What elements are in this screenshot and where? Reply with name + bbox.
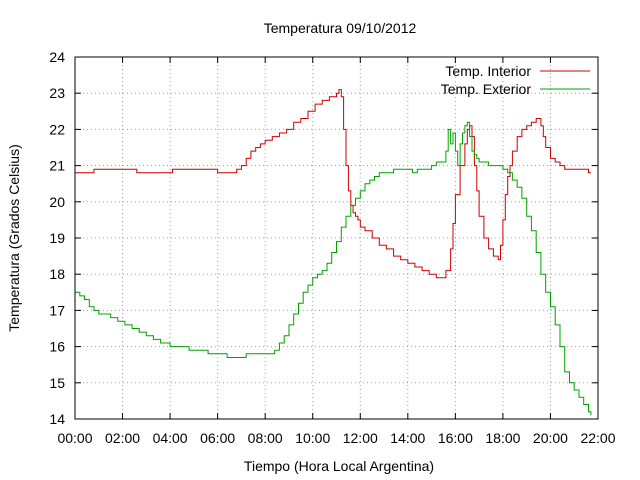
x-tick-label: 08:00 (248, 430, 283, 446)
y-tick-label: 17 (49, 302, 65, 318)
series-line-interior (75, 89, 591, 279)
y-tick-label: 22 (49, 121, 65, 137)
x-tick-label: 22:00 (580, 430, 615, 446)
y-tick-label: 19 (49, 230, 65, 246)
legend-label-exterior: Temp. Exterior (441, 81, 532, 97)
x-tick-label: 06:00 (200, 430, 235, 446)
x-tick-label: 10:00 (295, 430, 330, 446)
x-tick-label: 20:00 (533, 430, 568, 446)
x-axis-label: Tiempo (Hora Local Argentina) (244, 458, 434, 474)
x-tick-label: 14:00 (390, 430, 425, 446)
y-tick-label: 18 (49, 266, 65, 282)
y-tick-label: 23 (49, 85, 65, 101)
y-tick-label: 20 (49, 194, 65, 210)
y-tick-label: 15 (49, 375, 65, 391)
y-tick-label: 14 (49, 411, 65, 427)
legend-label-interior: Temp. Interior (445, 63, 531, 79)
series-line-exterior (75, 121, 592, 416)
x-tick-label: 00:00 (57, 430, 92, 446)
axis-ticks: 00:00 02:00 04:00 06:00 08:00 10:00 12:00 14:00… (49, 49, 615, 446)
grid-lines (75, 57, 598, 419)
legend: Temp. Interior Temp. Exterior (441, 63, 590, 97)
x-tick-label: 04:00 (153, 430, 188, 446)
chart-title: Temperatura 09/10/2012 (264, 20, 417, 36)
x-tick-label: 02:00 (105, 430, 140, 446)
y-axis-label: Temperatura (Grados Celsius) (6, 144, 22, 332)
y-tick-label: 24 (49, 49, 65, 65)
x-tick-label: 16:00 (438, 430, 473, 446)
y-tick-label: 16 (49, 339, 65, 355)
y-tick-label: 21 (49, 158, 65, 174)
series-group (75, 89, 592, 416)
x-tick-label: 12:00 (343, 430, 378, 446)
x-tick-label: 18:00 (485, 430, 520, 446)
